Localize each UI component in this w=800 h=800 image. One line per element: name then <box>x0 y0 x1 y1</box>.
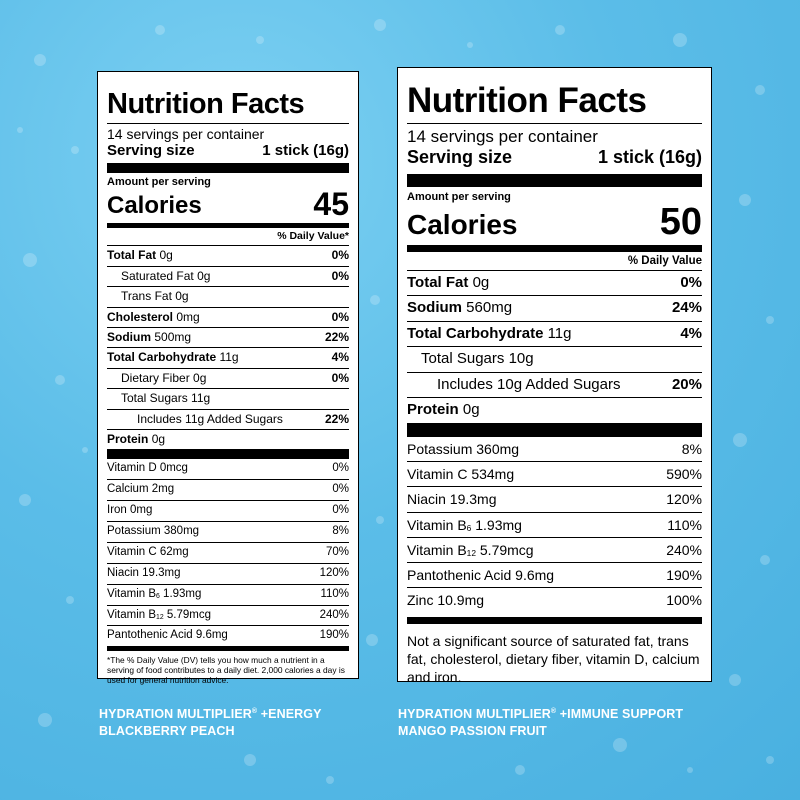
nutrient-row: Total Carbohydrate 11g 4% <box>107 348 349 369</box>
nutrition-label-immune-support: Nutrition Facts 14 servings per containe… <box>397 67 712 685</box>
servings-per-container: 14 servings per container <box>407 127 598 146</box>
daily-value-header: % Daily Value <box>627 254 702 267</box>
vitamin-row: Pantothenic Acid 9.6mg 190% <box>407 563 702 589</box>
amount-per-serving: Amount per serving <box>407 190 511 203</box>
serving-size-value: 1 stick (16g) <box>262 142 349 160</box>
nutrient-row: Trans Fat 0g <box>107 287 349 308</box>
flavor-name: BLACKBERRY PEACH <box>99 724 235 738</box>
vitamin-row: Niacin 19.3mg 120% <box>407 487 702 513</box>
calories-value: 45 <box>313 186 349 223</box>
nutrient-row: Protein 0g <box>107 431 166 446</box>
vitamin-row: Calcium 2mg 0% <box>107 480 349 502</box>
nutrient-row: Total Fat 0g 0% <box>107 246 349 267</box>
nutrient-row: Sodium 500mg 22% <box>107 328 349 349</box>
vitamin-row: Vitamin B6 1.93mg 110% <box>107 585 349 606</box>
calories-row: Calories 45 <box>107 188 349 220</box>
footnote: *The % Daily Value (DV) tells you how mu… <box>107 655 345 686</box>
nutrient-row: Includes 11g Added Sugars 22% <box>107 410 349 430</box>
nutrient-row: Includes 10g Added Sugars 20% <box>407 373 702 399</box>
vitamin-row: Potassium 380mg 8% <box>107 522 349 543</box>
daily-value-header: % Daily Value* <box>277 230 349 243</box>
nutrient-row: Protein 0g <box>407 401 480 419</box>
vitamin-row: Potassium 360mg 8% <box>407 437 702 462</box>
serving-size-label: Serving size <box>107 142 195 160</box>
vitamin-row: Vitamin B6 1.93mg 110% <box>407 513 702 538</box>
calories-row: Calories 50 <box>407 203 702 241</box>
nutrient-row: Saturated Fat 0g 0% <box>107 267 349 288</box>
flavor-name: MANGO PASSION FRUIT <box>398 724 547 738</box>
nutrient-row: Total Sugars 10g <box>407 347 702 373</box>
nutrition-facts-title: Nutrition Facts <box>407 81 647 120</box>
vitamin-row: Iron 0mg 0% <box>107 501 349 522</box>
vitamin-row: Vitamin C 62mg 70% <box>107 543 349 564</box>
vitamin-row: Vitamin B12 5.79mcg 240% <box>107 606 349 627</box>
vitamin-row: Vitamin D 0mcg 0% <box>107 459 349 481</box>
serving-size-value: 1 stick (16g) <box>597 146 702 167</box>
calories-label: Calories <box>407 208 518 240</box>
vitamin-row: Vitamin B12 5.79mcg 240% <box>407 538 702 564</box>
vitamin-row: Pantothenic Acid 9.6mg 190% <box>107 629 349 642</box>
nutrient-row: Dietary Fiber 0g 0% <box>107 369 349 390</box>
serving-size-label: Serving size <box>407 146 513 167</box>
nutrient-row: Total Carbohydrate 11g 4% <box>407 322 702 348</box>
calories-value: 50 <box>659 200 702 243</box>
nutrition-facts-title: Nutrition Facts <box>107 88 305 120</box>
vitamin-row: Niacin 19.3mg 120% <box>107 564 349 585</box>
nutrient-row: Cholesterol 0mg 0% <box>107 308 349 328</box>
nutrient-row: Total Sugars 11g <box>107 389 349 410</box>
product-caption-energy: HYDRATION MULTIPLIER® +ENERGY BLACKBERRY… <box>99 707 322 738</box>
nutrient-row: Total Fat 0g 0% <box>407 271 702 297</box>
serving-size-row: Serving size 1 stick (16g) <box>407 147 702 168</box>
amount-per-serving: Amount per serving <box>107 176 211 189</box>
nutrition-label-energy: Nutrition Facts 14 servings per containe… <box>97 71 359 685</box>
serving-size-row: Serving size 1 stick (16g) <box>107 142 349 159</box>
calories-label: Calories <box>107 192 202 220</box>
servings-per-container: 14 servings per container <box>107 126 265 142</box>
vitamin-row: Vitamin C 534mg 590% <box>407 462 702 488</box>
product-caption-immune-support: HYDRATION MULTIPLIER® +IMMUNE SUPPORT MA… <box>398 707 684 738</box>
nutrient-row: Sodium 560mg 24% <box>407 296 702 322</box>
footnote: Not a significant source of saturated fa… <box>407 632 700 686</box>
vitamin-row: Zinc 10.9mg 100% <box>407 592 702 609</box>
